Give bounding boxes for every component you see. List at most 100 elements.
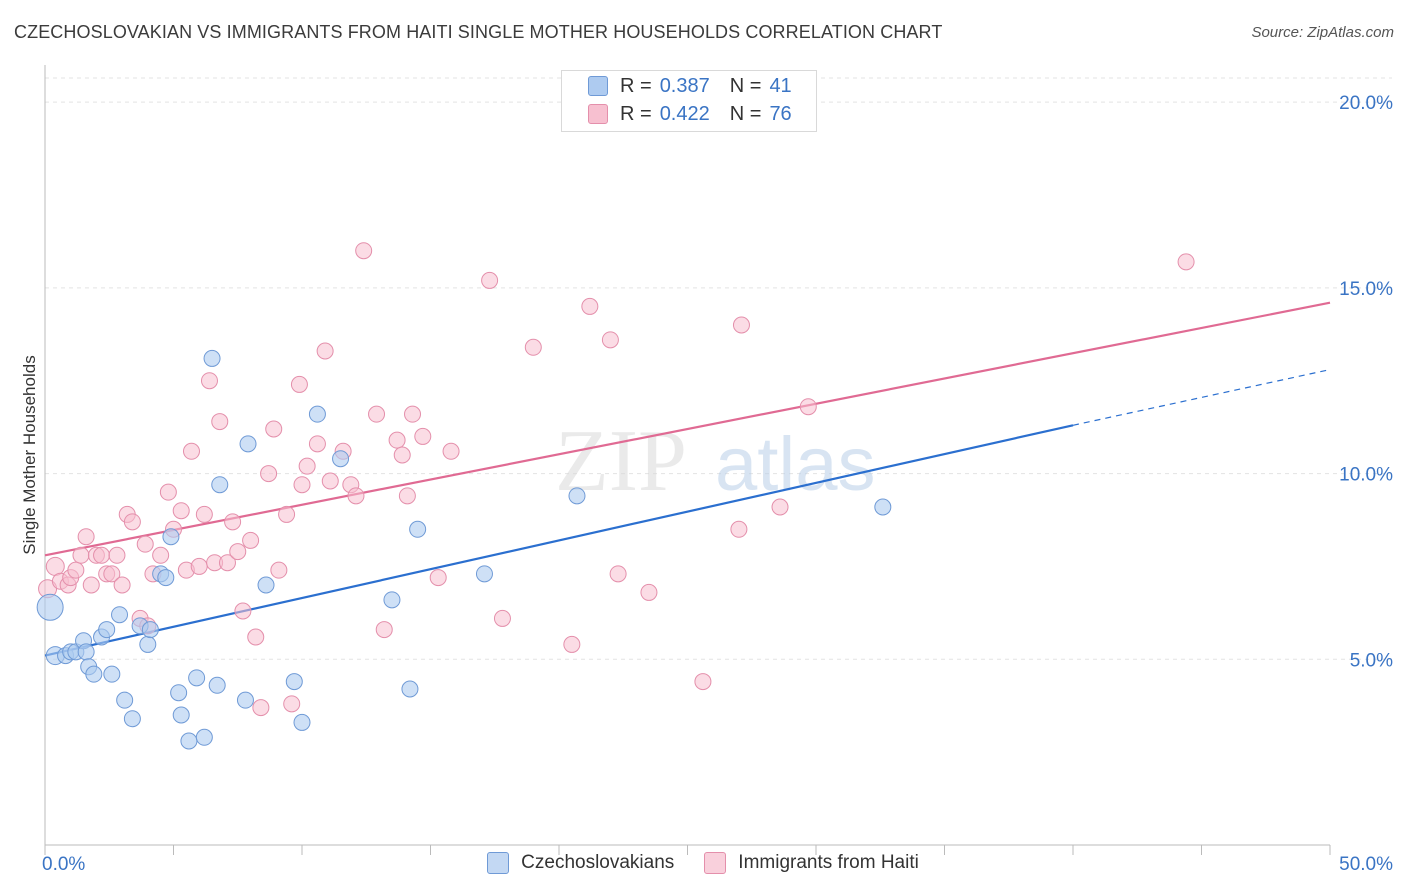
data-point-haiti [113, 576, 131, 594]
data-point-haiti [563, 635, 581, 653]
data-point-haiti [799, 398, 817, 416]
data-point-czechoslovakian [211, 476, 229, 494]
data-point-haiti [278, 505, 296, 523]
data-point-haiti [270, 561, 288, 579]
data-point-haiti [1177, 253, 1195, 271]
data-point-haiti [581, 297, 599, 315]
y-tick-label: 10.0% [1339, 465, 1393, 486]
data-point-czechoslovakian [239, 435, 257, 453]
data-point-czechoslovakian [116, 691, 134, 709]
data-point-czechoslovakian [141, 621, 159, 639]
y-tick-label: 5.0% [1350, 650, 1393, 671]
legend-swatch-blue [487, 852, 510, 874]
legend-r-value: 0.387 [659, 74, 710, 97]
data-point-czechoslovakian [123, 710, 141, 728]
y-axis-label: Single Mother Households [20, 355, 39, 554]
data-point-haiti [224, 513, 242, 531]
data-point-haiti [123, 513, 141, 531]
data-point-haiti [730, 520, 748, 538]
data-point-haiti [771, 498, 789, 516]
legend-n-label: N = [729, 74, 762, 97]
series-czechoslovakians [36, 349, 892, 750]
data-point-czechoslovakian [257, 576, 275, 594]
data-point-haiti [481, 271, 499, 289]
data-point-haiti [260, 465, 278, 483]
tick-labels: 5.0% 10.0% 15.0% 20.0% 0.0% 50.0% [42, 93, 1393, 875]
legend-r-label: R = [620, 74, 652, 97]
data-point-haiti [388, 431, 406, 449]
data-point-haiti [247, 628, 265, 646]
legend-swatch-pink [588, 104, 608, 124]
data-point-haiti [404, 405, 422, 423]
y-tick-label: 20.0% [1339, 93, 1393, 114]
watermark: ZIP atlas [555, 413, 876, 510]
data-point-haiti [429, 569, 447, 587]
data-point-haiti [368, 405, 386, 423]
data-point-haiti [82, 576, 100, 594]
data-point-haiti [347, 487, 365, 505]
data-point-haiti [398, 487, 416, 505]
data-point-haiti [640, 583, 658, 601]
data-point-haiti [493, 609, 511, 627]
data-point-czechoslovakian [162, 528, 180, 546]
data-point-czechoslovakian [172, 706, 190, 724]
data-point-haiti [732, 316, 750, 334]
legend-n-value: 76 [769, 102, 792, 125]
legend-item-immigrants-from-haiti: Immigrants from Haiti [704, 852, 919, 874]
data-point-czechoslovakian [103, 665, 121, 683]
data-point-czechoslovakian [332, 450, 350, 468]
data-point-haiti [67, 561, 85, 579]
data-point-haiti [190, 557, 208, 575]
series-legend: Czechoslovakians Immigrants from Haiti [0, 852, 1406, 874]
trend-line-immigrants-from-haiti [44, 301, 1331, 557]
legend-n-label: N = [729, 102, 762, 125]
data-point-haiti [218, 554, 236, 572]
data-point-haiti [308, 435, 326, 453]
legend-swatch-pink [704, 852, 727, 874]
data-point-haiti [195, 505, 213, 523]
data-point-czechoslovakian [203, 349, 221, 367]
data-point-haiti [393, 446, 411, 464]
data-point-czechoslovakian [188, 669, 206, 687]
data-point-czechoslovakian [383, 591, 401, 609]
legend-row-czechoslovakians: R = 0.387 N = 41 [588, 74, 792, 98]
data-point-czechoslovakian [308, 405, 326, 423]
data-point-haiti [293, 476, 311, 494]
x-tick-label: 0.0% [42, 854, 85, 875]
data-point-haiti [321, 472, 339, 490]
data-point-czechoslovakian [98, 621, 116, 639]
data-point-haiti [108, 546, 126, 564]
legend-n-value: 41 [769, 74, 792, 97]
correlation-legend: R = 0.387 N = 41 R = 0.422 N = 76 [561, 70, 817, 132]
trend-line-czechoslovakians [44, 424, 1074, 657]
data-point-haiti [375, 621, 393, 639]
data-point-czechoslovakian [568, 487, 586, 505]
legend-row-haiti: R = 0.422 N = 76 [588, 102, 792, 126]
data-point-haiti [601, 331, 619, 349]
y-tick-label: 15.0% [1339, 279, 1393, 300]
data-point-haiti [159, 483, 177, 501]
data-point-haiti [524, 338, 542, 356]
data-point-haiti [283, 695, 301, 713]
data-point-haiti [442, 442, 460, 460]
data-point-czechoslovakian [236, 691, 254, 709]
data-point-czechoslovakian [139, 635, 157, 653]
data-point-czechoslovakian [195, 728, 213, 746]
data-point-czechoslovakian [475, 565, 493, 583]
data-point-czechoslovakian [401, 680, 419, 698]
legend-item-czechoslovakians: Czechoslovakians [487, 852, 674, 874]
data-point-czechoslovakian [180, 732, 198, 750]
data-point-czechoslovakian [874, 498, 892, 516]
data-point-haiti [229, 543, 247, 561]
legend-label: Czechoslovakians [521, 852, 675, 873]
data-point-czechoslovakian [85, 665, 103, 683]
gridlines [45, 77, 1392, 660]
data-point-haiti [103, 565, 121, 583]
watermark-atlas: atlas [715, 422, 876, 507]
data-point-haiti [694, 673, 712, 691]
data-point-czechoslovakian [77, 643, 95, 661]
data-point-czechoslovakian [36, 593, 64, 621]
data-point-haiti [316, 342, 334, 360]
data-point-haiti [77, 528, 95, 546]
